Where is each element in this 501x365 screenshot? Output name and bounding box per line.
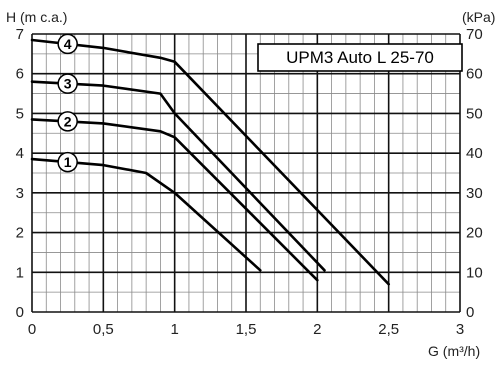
- y-tick-label-left: 6: [16, 66, 24, 83]
- y-tick-label-right: 30: [466, 185, 483, 202]
- y-tick-label-right: 70: [466, 26, 483, 43]
- y-axis-label-left: H (m c.a.): [6, 9, 67, 25]
- x-tick-label: 0,5: [93, 321, 114, 338]
- curves: [30, 38, 391, 286]
- x-tick-label: 2: [313, 321, 321, 338]
- curve-label-2: 2: [64, 113, 72, 129]
- y-axis-label-right: (kPa): [462, 9, 495, 25]
- y-tick-label-left: 4: [16, 145, 24, 162]
- x-tick-label: 1,5: [236, 321, 257, 338]
- y-tick-label-left: 1: [16, 264, 24, 281]
- x-tick-label: 3: [456, 321, 464, 338]
- chart-title: UPM3 Auto L 25-70: [286, 48, 434, 67]
- major-grid: [31, 33, 461, 313]
- y-tick-label-right: 60: [466, 66, 483, 83]
- x-tick-label: 0: [28, 321, 36, 338]
- curve-label-3: 3: [64, 76, 72, 92]
- curve-marker-2: [57, 111, 78, 132]
- x-tick-label: 2,5: [378, 321, 399, 338]
- y-tick-label-right: 10: [466, 264, 483, 281]
- curve-label-1: 1: [64, 154, 72, 170]
- y-tick-label-left: 5: [16, 105, 24, 122]
- chart-title-box: UPM3 Auto L 25-70: [257, 43, 463, 72]
- curve-marker-3: [57, 73, 78, 94]
- y-tick-label-right: 20: [466, 225, 483, 242]
- x-axis-label: G (m³/h): [428, 343, 480, 359]
- y-tick-label-left: 2: [16, 225, 24, 242]
- curve-line-1: [30, 157, 262, 272]
- y-tick-label-left: 0: [16, 304, 24, 321]
- curve-markers: 1 2 3 4: [57, 33, 78, 173]
- curve-marker-4: [57, 33, 78, 55]
- y-tick-label-left: 3: [16, 185, 24, 202]
- x-tick-label: 1: [170, 321, 178, 338]
- y-tick-label-right: 40: [466, 145, 483, 162]
- y-tick-label-right: 50: [466, 105, 483, 122]
- curve-line-3: [30, 80, 326, 272]
- curve-label-4: 4: [64, 36, 72, 52]
- y-tick-label-left: 7: [16, 26, 24, 43]
- curve-marker-1: [57, 151, 78, 173]
- y-tick-label-right: 0: [466, 304, 474, 321]
- curve-line-4: [30, 38, 391, 286]
- curve-line-2: [30, 118, 319, 282]
